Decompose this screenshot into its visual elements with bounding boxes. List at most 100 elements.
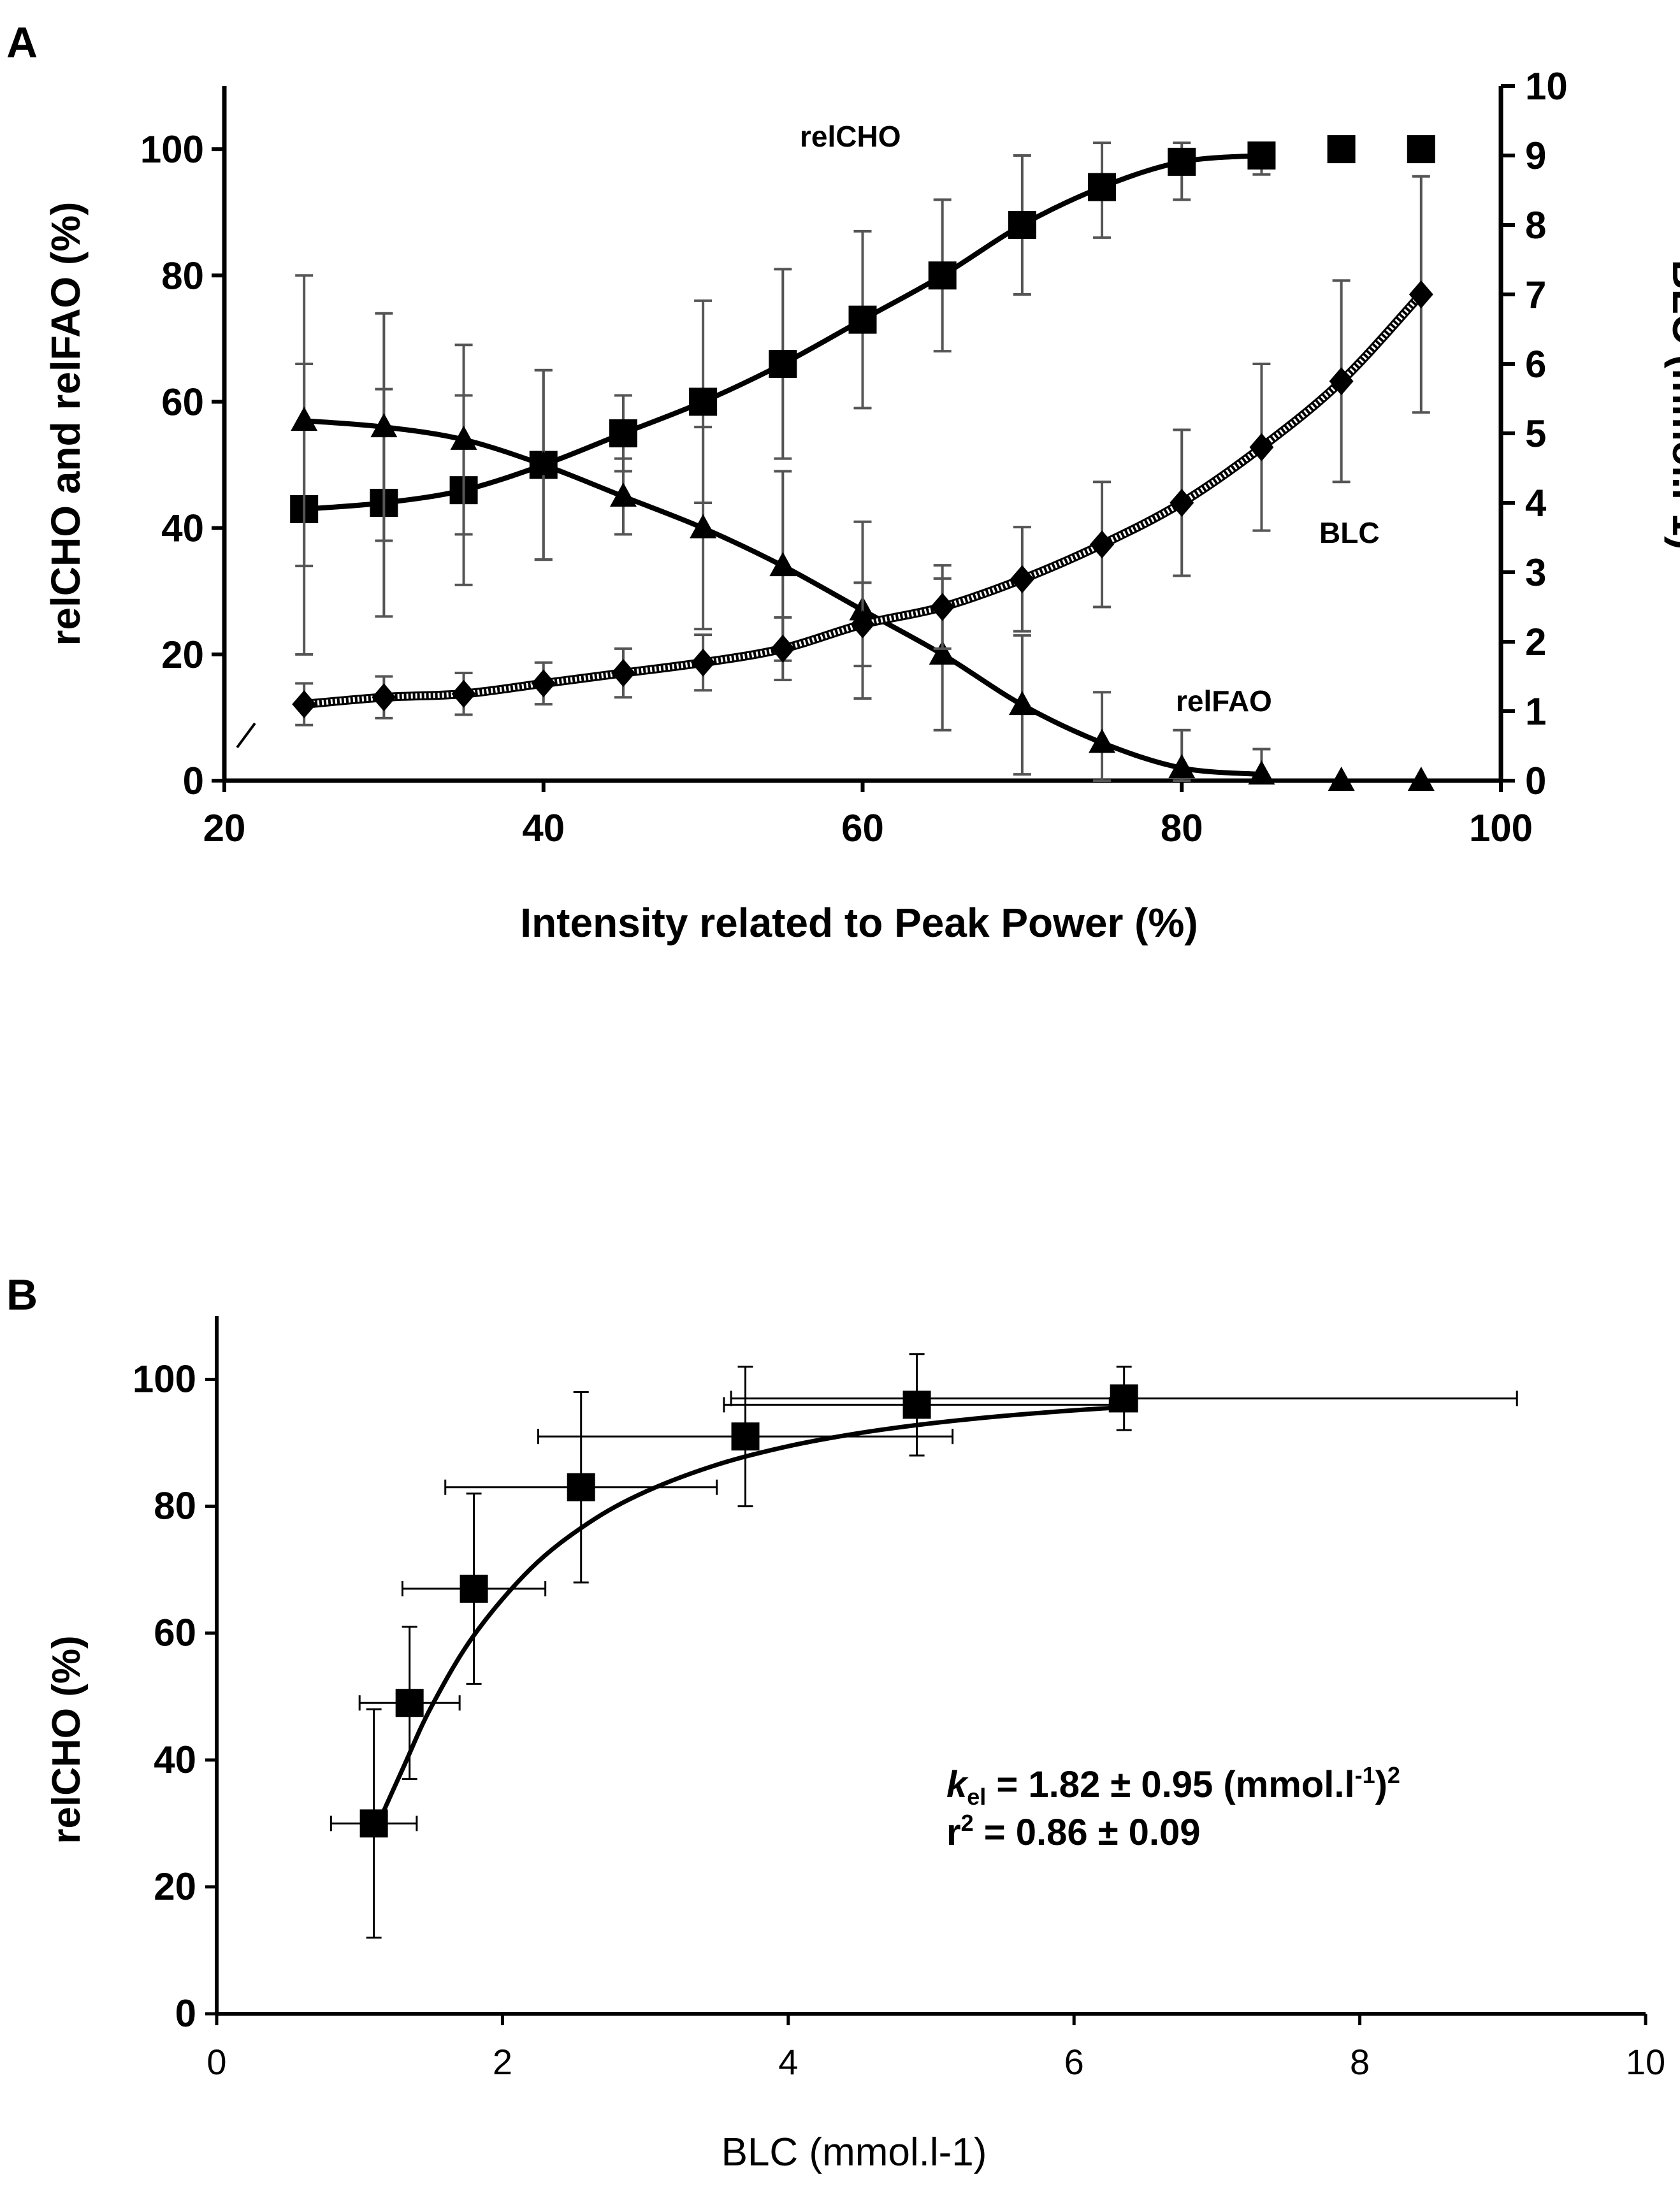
point-relfao bbox=[1089, 728, 1116, 753]
annot-blc: BLC bbox=[1319, 516, 1380, 549]
point-blc bbox=[1329, 367, 1354, 396]
y2-tick-label-a: 5 bbox=[1525, 412, 1546, 455]
panel-b-axes: 0 20 40 60 80 100 0 2 4 6 8 10 bbox=[133, 1316, 1665, 2082]
y2-tick-label-a: 3 bbox=[1525, 551, 1546, 594]
point-relfao bbox=[530, 451, 557, 475]
point-relfao bbox=[1008, 691, 1036, 716]
point-blc bbox=[691, 648, 716, 677]
panel-b-series bbox=[329, 1353, 1518, 1939]
y-tick-label-b: 0 bbox=[175, 1992, 196, 2035]
point-blc bbox=[850, 610, 875, 639]
y-tick-label-b: 20 bbox=[154, 1865, 196, 1908]
y2-tick-label-a: 10 bbox=[1525, 65, 1568, 108]
point-blc bbox=[1169, 489, 1194, 517]
point-relcho bbox=[848, 305, 877, 334]
data-point-b bbox=[731, 1422, 760, 1451]
data-point-b bbox=[359, 1809, 388, 1838]
x-tick-label-a: 20 bbox=[203, 807, 246, 849]
annot-kel: kel = 1.82 ± 0.95 (mmol.l-1)2 bbox=[946, 1762, 1400, 1810]
point-blc bbox=[531, 669, 556, 698]
x-tick-label-b: 6 bbox=[1064, 2042, 1084, 2082]
y-tick-label-a: 80 bbox=[161, 254, 204, 297]
point-relcho bbox=[1008, 211, 1036, 239]
point-relfao bbox=[1168, 754, 1196, 779]
point-relfao bbox=[1328, 767, 1355, 791]
point-relcho bbox=[1088, 173, 1117, 201]
data-point-b bbox=[460, 1575, 488, 1603]
point-relfao bbox=[450, 425, 477, 450]
point-relfao bbox=[1407, 767, 1435, 791]
point-relcho bbox=[769, 350, 797, 378]
point-blc bbox=[930, 593, 955, 621]
point-relcho bbox=[1168, 147, 1196, 176]
y2-tick-label-a: 2 bbox=[1525, 621, 1546, 663]
point-relcho bbox=[689, 387, 718, 416]
y2-tick-label-a: 4 bbox=[1525, 482, 1547, 524]
panel-label-b: B bbox=[6, 1271, 38, 1319]
x-tick-label-a: 60 bbox=[841, 807, 884, 849]
annot-relfao: relFAO bbox=[1176, 684, 1272, 718]
y-tick-label-a: 0 bbox=[183, 760, 204, 802]
y-tick-label-b: 60 bbox=[154, 1612, 196, 1654]
x-axis-title-a: Intensity related to Peak Power (%) bbox=[520, 900, 1198, 946]
point-relcho bbox=[1327, 135, 1356, 164]
point-blc bbox=[1249, 433, 1274, 461]
panel-a-axes: 0 20 40 60 80 100 0 1 2 3 4 5 6 7 8 9 10 20 40 60 80 100 bbox=[140, 65, 1568, 849]
point-relcho bbox=[1247, 141, 1276, 170]
point-blc bbox=[451, 679, 476, 708]
panel-label-a: A bbox=[6, 18, 38, 67]
point-blc bbox=[1090, 530, 1115, 559]
data-point-b bbox=[1110, 1384, 1138, 1413]
data-point-b bbox=[567, 1473, 595, 1501]
y2-tick-label-a: 0 bbox=[1525, 760, 1546, 802]
x-tick-label-b: 10 bbox=[1626, 2042, 1665, 2082]
y-axis-title-b: relCHO (%) bbox=[45, 1635, 89, 1844]
y2-axis-title-a: BLC (mmol.l-1) bbox=[1664, 259, 1680, 549]
y2-tick-label-a: 8 bbox=[1525, 204, 1546, 247]
point-relfao bbox=[929, 640, 956, 665]
point-blc bbox=[1408, 280, 1433, 308]
point-blc bbox=[372, 683, 396, 712]
fit-curve bbox=[372, 1405, 1124, 1834]
y-tick-label-b: 80 bbox=[154, 1485, 196, 1528]
x-tick-label-b: 2 bbox=[493, 2042, 512, 2082]
panel-a-series bbox=[290, 135, 1435, 791]
y-axis-title-a: relCHO and relFAO (%) bbox=[43, 202, 89, 646]
axis-break-mark bbox=[236, 722, 256, 749]
series-blc bbox=[292, 175, 1433, 726]
point-blc bbox=[292, 690, 317, 719]
y2-tick-label-a: 7 bbox=[1525, 273, 1546, 316]
x-tick-label-a: 100 bbox=[1469, 807, 1533, 849]
y-tick-label-a: 60 bbox=[161, 380, 204, 423]
y-tick-label-a: 40 bbox=[161, 507, 204, 550]
point-relfao bbox=[609, 482, 637, 507]
annot-r2: r2 = 0.86 ± 0.09 bbox=[946, 1810, 1201, 1853]
y-tick-label-b: 40 bbox=[154, 1738, 196, 1781]
point-relcho bbox=[609, 419, 637, 447]
point-blc bbox=[771, 634, 795, 663]
x-tick-label-b: 0 bbox=[206, 2042, 226, 2082]
y-tick-label-b: 100 bbox=[133, 1358, 196, 1401]
y2-tick-label-a: 9 bbox=[1525, 134, 1546, 177]
y-tick-label-a: 20 bbox=[161, 633, 204, 676]
panel-b: B 0 20 40 60 80 100 0 2 4 6 8 10 kel = 1.82 ± 0.95 … bbox=[6, 1271, 1665, 2174]
data-point-b bbox=[902, 1391, 931, 1419]
x-tick-label-a: 40 bbox=[522, 807, 565, 849]
point-blc bbox=[611, 659, 635, 688]
x-axis-title-b: BLC (mmol.l-1) bbox=[721, 2130, 987, 2174]
point-relcho bbox=[928, 261, 957, 290]
point-relfao bbox=[690, 514, 717, 538]
point-blc bbox=[1010, 565, 1034, 593]
point-relcho bbox=[1407, 135, 1435, 164]
data-point-b bbox=[395, 1689, 424, 1717]
x-tick-label-a: 80 bbox=[1161, 807, 1203, 849]
annot-relcho: relCHO bbox=[800, 120, 901, 153]
x-tick-label-b: 4 bbox=[778, 2042, 798, 2082]
y2-tick-label-a: 6 bbox=[1525, 343, 1546, 386]
y2-tick-label-a: 1 bbox=[1525, 690, 1546, 733]
point-relfao bbox=[769, 552, 797, 577]
point-relfao bbox=[291, 407, 318, 431]
panel-a: A 0 20 40 60 80 100 0 1 2 3 4 5 6 7 8 9 10 20 40 60 80 100 re… bbox=[6, 18, 1680, 946]
point-relfao bbox=[370, 413, 398, 438]
